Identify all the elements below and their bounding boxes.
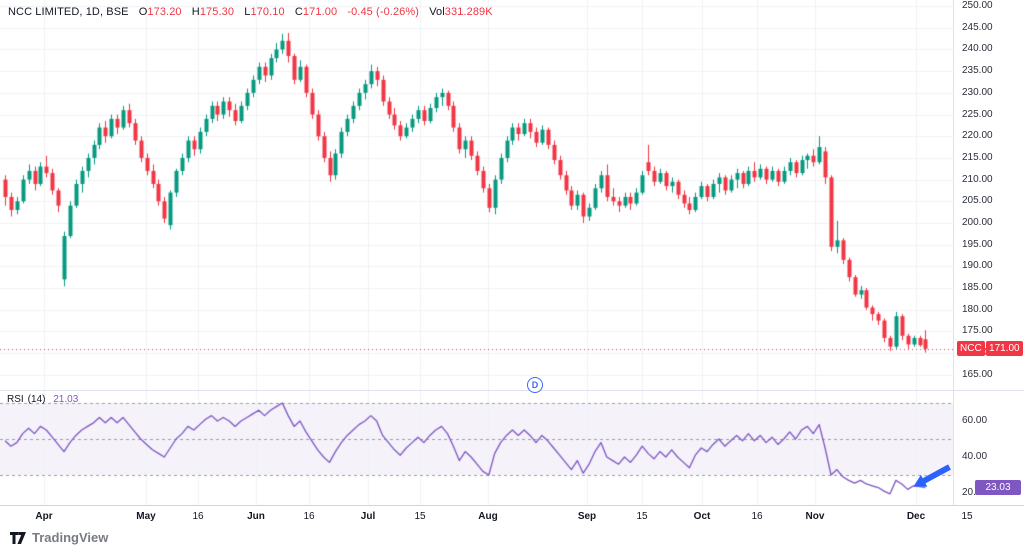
price-axis-tick: 200.00: [962, 216, 993, 228]
price-axis-tick: 210.00: [962, 173, 993, 185]
price-axis-tick: 245.00: [962, 21, 993, 33]
time-axis-tick-16: 16: [303, 511, 315, 522]
price-axis-tick: 185.00: [962, 282, 993, 294]
time-axis-tick-15: 15: [414, 511, 426, 522]
rsi-params: (14): [27, 394, 46, 405]
rsi-chart-canvas[interactable]: [0, 391, 953, 505]
tradingview-logo-icon[interactable]: [10, 531, 26, 545]
low-label: L: [244, 6, 251, 18]
volume-label: Vol: [429, 6, 445, 18]
symbol-legend: NCC LIMITED, 1D, BSE O173.20 H175.30 L17…: [8, 6, 493, 18]
price-axis-tick: 165.00: [962, 368, 993, 380]
price-axis-tick: 190.00: [962, 260, 993, 272]
price-label-value: 171.00: [985, 340, 1023, 356]
price-axis-tick: 175.00: [962, 325, 993, 337]
price-chart-canvas[interactable]: [0, 0, 953, 390]
open-label: O: [138, 6, 148, 18]
footer: TradingView: [10, 530, 108, 545]
volume-value: 331.289K: [444, 6, 493, 18]
tradingview-wordmark[interactable]: TradingView: [32, 530, 109, 545]
price-axis[interactable]: 250.00 245.00 240.00 235.00 230.00 225.00 220.…: [953, 0, 1024, 505]
rsi-legend-value: 21.03: [53, 394, 79, 405]
time-axis-tick-15: 15: [636, 511, 648, 522]
rsi-axis-tick: 60.00: [962, 415, 988, 427]
high-value: 175.30: [199, 6, 235, 18]
price-axis-tick: 235.00: [962, 65, 993, 77]
last-price-label: NCC 171.00: [957, 340, 1023, 356]
time-axis-tick-aug: Aug: [478, 511, 498, 522]
price-axis-tick: 215.00: [962, 151, 993, 163]
time-axis-tick-sep: Sep: [577, 511, 597, 522]
open-value: 173.20: [147, 6, 182, 18]
price-axis-tick: 250.00: [962, 0, 993, 12]
time-axis-tick-nov: Nov: [805, 511, 825, 522]
price-axis-tick: 180.00: [962, 303, 993, 315]
change-value: -0.45 (-0.26%): [347, 6, 420, 18]
time-axis-tick-16: 16: [192, 511, 204, 522]
price-label-source: NCC: [957, 340, 985, 356]
time-axis[interactable]: Apr May 16 Jun 16 Jul 15 Aug Sep 15 Oct 16 Nov Dec 15: [0, 505, 1024, 529]
time-axis-tick-apr: Apr: [35, 511, 53, 522]
rsi-axis-tick: 40.00: [962, 450, 988, 462]
price-axis-tick: 225.00: [962, 108, 993, 120]
time-axis-tick-15: 15: [961, 511, 973, 522]
rsi-value-label: 23.03: [975, 479, 1021, 495]
time-axis-tick-dec: Dec: [906, 511, 926, 522]
symbol-title[interactable]: NCC LIMITED, 1D, BSE: [8, 6, 129, 18]
arrow-annotation[interactable]: [912, 464, 954, 490]
price-axis-tick: 240.00: [962, 43, 993, 55]
time-axis-tick-jun: Jun: [247, 511, 265, 522]
price-axis-tick: 205.00: [962, 195, 993, 207]
price-axis-tick: 230.00: [962, 86, 993, 98]
high-label: H: [191, 6, 200, 18]
arrow-shape: [913, 464, 951, 487]
dividend-marker[interactable]: D: [527, 377, 543, 393]
time-axis-tick-jul: Jul: [360, 511, 376, 522]
rsi-axis-tick: 20.00: [962, 487, 987, 498]
price-axis-tick: 195.00: [962, 238, 993, 250]
price-axis-tick: 220.00: [962, 130, 993, 142]
time-axis-tick-may: May: [136, 511, 156, 522]
time-axis-tick-16: 16: [751, 511, 763, 522]
time-axis-tick-oct: Oct: [693, 511, 711, 522]
rsi-name: RSI: [7, 394, 24, 405]
low-value: 170.10: [250, 6, 285, 18]
rsi-legend[interactable]: RSI (14) 21.03: [7, 394, 78, 405]
close-label: C: [294, 6, 303, 18]
pane-separator[interactable]: [0, 390, 1024, 391]
close-value: 171.00: [302, 6, 338, 18]
